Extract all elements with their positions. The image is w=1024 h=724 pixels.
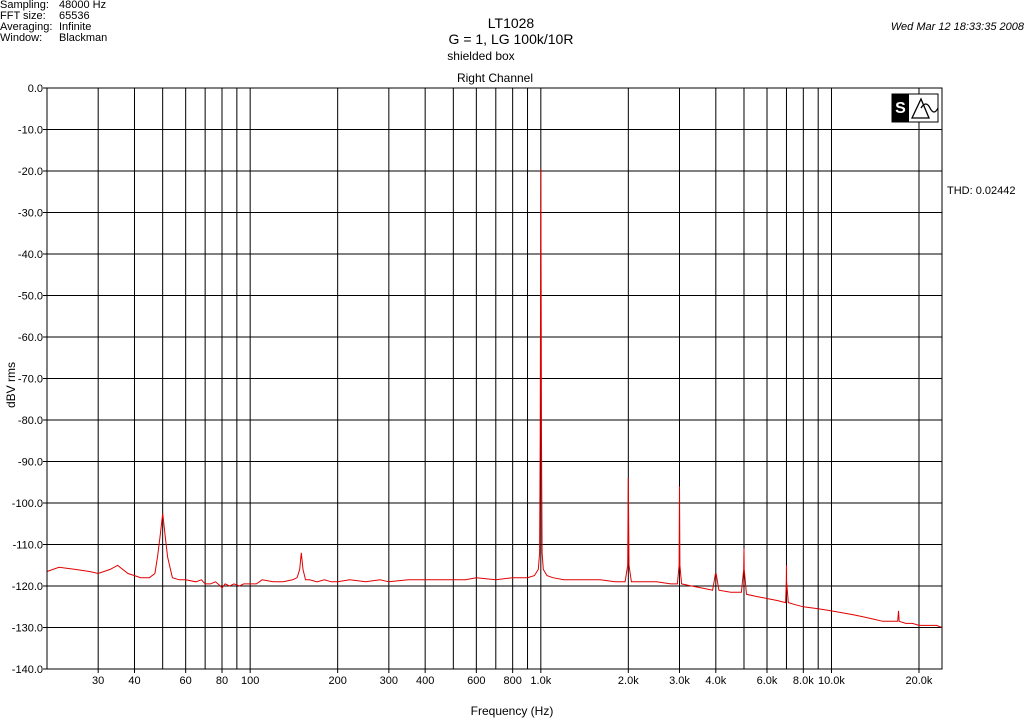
y-tick-label: -110.0 (13, 540, 43, 552)
x-tick-label: 100 (241, 675, 259, 687)
x-tick-label: 600 (467, 675, 485, 687)
info-value: 48000 Hz (59, 0, 107, 11)
y-tick-label: -20.0 (18, 166, 43, 178)
y-tick-label: -140.0 (12, 664, 43, 676)
thd-readout: THD: 0.02442 (947, 185, 1015, 197)
y-tick-label: -10.0 (18, 125, 43, 137)
x-tick-label: 8.0k (793, 675, 814, 687)
x-tick-label: 6.0k (757, 675, 778, 687)
x-tick-label: 20.0k (906, 675, 933, 687)
x-tick-label: 200 (328, 675, 346, 687)
info-key: FFT size: (0, 10, 46, 22)
chart-title: LT1028 (487, 15, 535, 31)
y-tick-label: -70.0 (18, 374, 43, 386)
y-tick-label: -50.0 (18, 291, 43, 303)
y-tick-label: 0.0 (28, 83, 43, 95)
info-key: Sampling: (0, 0, 49, 11)
info-value: Infinite (59, 21, 92, 33)
timestamp: Wed Mar 12 18:33:35 2008 (890, 21, 1024, 33)
x-tick-label: 40 (128, 675, 140, 687)
y-tick-label: -130.0 (12, 623, 43, 635)
x-axis-label: Frequency (Hz) (471, 704, 554, 718)
x-tick-label: 400 (416, 675, 434, 687)
plot-frame (46, 87, 943, 670)
x-tick-label: 2.0k (618, 675, 639, 687)
x-tick-label: 300 (380, 675, 398, 687)
spectrum-trace (46, 168, 943, 628)
y-tick-label: -30.0 (18, 208, 43, 220)
x-tick-labels: 30 40 60 80 100 200 300 400 600 800 1.0k 2.0k 3.0k 4.… (92, 669, 933, 687)
x-tick-label: 3.0k (669, 675, 690, 687)
y-tick-label: -90.0 (18, 457, 43, 469)
channel-label: Right Channel (456, 71, 534, 85)
x-tick-label: 60 (180, 675, 192, 687)
info-value: Blackman (59, 32, 108, 44)
info-key: Averaging: (0, 21, 53, 33)
y-axis-label: dBV rms (4, 362, 18, 408)
x-tick-label: 80 (216, 675, 228, 687)
info-value: 65536 (59, 10, 90, 22)
y-tick-label: -100.0 (12, 498, 43, 510)
y-tick-label: -120.0 (12, 581, 43, 593)
chart-subtitle: G = 1, LG 100k/10R (448, 31, 574, 47)
x-tick-label: 10.0k (818, 675, 845, 687)
x-tick-label: 800 (503, 675, 521, 687)
svg-text:S: S (895, 100, 906, 117)
y-tick-labels: 0.0 -10.0 -20.0 -30.0 -40.0 -50.0 -60.0 -70.0 -8… (12, 83, 43, 676)
x-tick-label: 30 (92, 675, 104, 687)
measurement-info: Sampling: 48000 Hz FFT size: 65536 Avera… (0, 0, 140, 46)
chart-subtitle-note: shielded box (447, 49, 515, 63)
x-tick-label: 1.0k (530, 675, 551, 687)
spectrum-analyzer-logo-icon: S (891, 93, 939, 123)
y-tick-label: -60.0 (18, 332, 43, 344)
y-tick-label: -40.0 (18, 249, 43, 261)
y-tick-label: -80.0 (18, 415, 43, 427)
info-key: Window: (0, 32, 43, 44)
x-tick-label: 4.0k (705, 675, 726, 687)
